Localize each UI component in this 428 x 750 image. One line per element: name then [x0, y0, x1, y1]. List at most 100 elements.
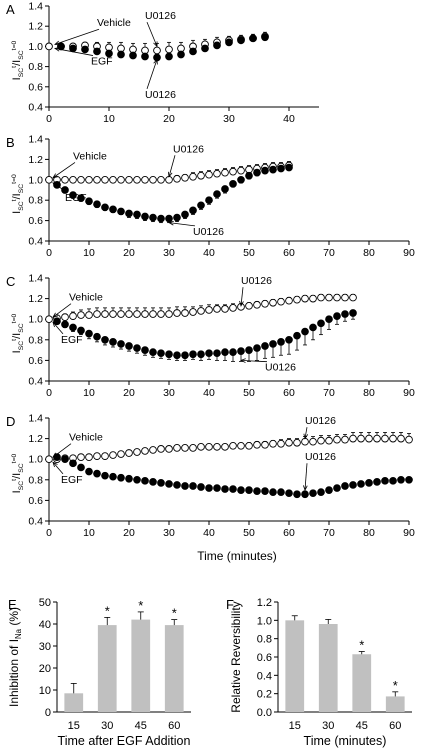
data-point [85, 175, 93, 184]
data-point [309, 437, 317, 446]
data-point [117, 473, 125, 482]
annotation-arrow [52, 462, 64, 475]
data-point [229, 348, 237, 357]
data-point [301, 490, 309, 499]
data-point [365, 479, 373, 487]
x-tick-label: 10 [103, 113, 115, 125]
data-point [213, 305, 221, 313]
annotation-label: U0126 [145, 10, 176, 22]
x-tick-label: 90 [403, 387, 415, 399]
data-point [269, 298, 277, 307]
data-point [149, 310, 157, 318]
data-point [261, 440, 269, 449]
data-point [309, 294, 317, 303]
x-tick-label: 70 [323, 527, 335, 539]
data-point [69, 44, 77, 53]
annotation-arrowhead [53, 46, 60, 52]
data-point [341, 293, 349, 302]
y-tick-label: 1.4 [28, 134, 43, 146]
x-tick-label: 70 [323, 247, 335, 259]
y-axis-label: ISCt/ISCt=0 [11, 40, 25, 80]
data-point [157, 479, 165, 487]
data-point [333, 293, 341, 302]
data-point [205, 306, 213, 314]
data-point [93, 332, 101, 341]
x-tick-label: 10 [83, 387, 95, 399]
y-tick-label: 1.0 [28, 41, 43, 53]
annotation-arrowhead [52, 312, 58, 318]
data-point [373, 478, 381, 486]
data-point [245, 171, 253, 180]
data-point [173, 174, 181, 183]
annotation-label: EGF [65, 192, 87, 204]
x-tick-label: 50 [243, 247, 255, 259]
y-tick-label: 0.8 [28, 474, 43, 486]
data-point [109, 472, 117, 481]
y-tick-label: 1.2 [28, 21, 43, 33]
annotation-arrowhead [52, 182, 58, 188]
data-point [109, 175, 117, 184]
y-tick-label: 50 [39, 597, 51, 609]
data-point [189, 482, 197, 490]
data-point [277, 488, 285, 497]
y-tick-label: 1.4 [28, 413, 43, 425]
annotation-arrowhead [153, 58, 158, 65]
data-point [77, 326, 85, 335]
data-point [201, 44, 209, 53]
data-point [253, 487, 261, 495]
data-point [165, 445, 173, 453]
data-point [173, 444, 181, 452]
bar [352, 654, 372, 712]
series-egf [53, 453, 413, 499]
data-point [221, 168, 229, 177]
y-tick-label: 1.0 [257, 615, 272, 627]
data-point [141, 212, 149, 221]
data-point [61, 455, 69, 464]
data-point [149, 175, 157, 184]
data-point [221, 485, 229, 493]
y-tick-label: 1.2 [28, 293, 43, 305]
annotation-label: Vehicle [69, 432, 103, 444]
data-point [229, 485, 237, 493]
data-point [285, 296, 293, 305]
data-point [285, 438, 293, 447]
data-point [333, 435, 341, 444]
x-tick-label: 10 [83, 247, 95, 259]
data-point [229, 180, 237, 188]
data-point [341, 310, 349, 318]
annotation-label: Vehicle [69, 292, 103, 304]
bar [285, 620, 305, 712]
annotation-arrowhead [52, 452, 58, 458]
data-point [177, 50, 185, 59]
data-point [45, 175, 53, 184]
annotation-label: U0126 [173, 143, 204, 155]
data-point [101, 335, 109, 344]
y-tick-label: 1.4 [28, 273, 43, 285]
annotation-label: EGF [61, 474, 83, 486]
data-point [317, 436, 325, 445]
data-point [133, 448, 141, 456]
data-point [245, 346, 253, 354]
data-point [253, 344, 261, 352]
y-tick-label: 0.8 [257, 634, 272, 646]
data-point [101, 471, 109, 480]
panel-a: A 0.4 0.6 0.8 1.0 1.2 1.4 0 10 20 30 40 ISCt/ISCt=0 V… [6, 1, 319, 125]
y-axis-label: ISCt/ISCt=0 [11, 453, 25, 493]
x-tick-label: 60 [389, 720, 401, 732]
x-tick-label: 15 [289, 720, 301, 732]
data-point [165, 310, 173, 318]
bar [97, 625, 117, 712]
data-point [69, 191, 77, 199]
y-tick-label: 0.4 [28, 516, 43, 528]
y-tick-label: 1.2 [28, 154, 43, 166]
x-tick-label: 0 [46, 113, 52, 125]
data-point [245, 441, 253, 450]
y-axis-label: ISCt/ISCt=0 [11, 313, 25, 353]
data-point [293, 490, 301, 499]
data-point [149, 348, 157, 357]
data-point [125, 449, 133, 457]
data-point [61, 313, 69, 321]
data-point [61, 320, 69, 329]
data-point [237, 486, 245, 494]
data-point [149, 213, 157, 222]
